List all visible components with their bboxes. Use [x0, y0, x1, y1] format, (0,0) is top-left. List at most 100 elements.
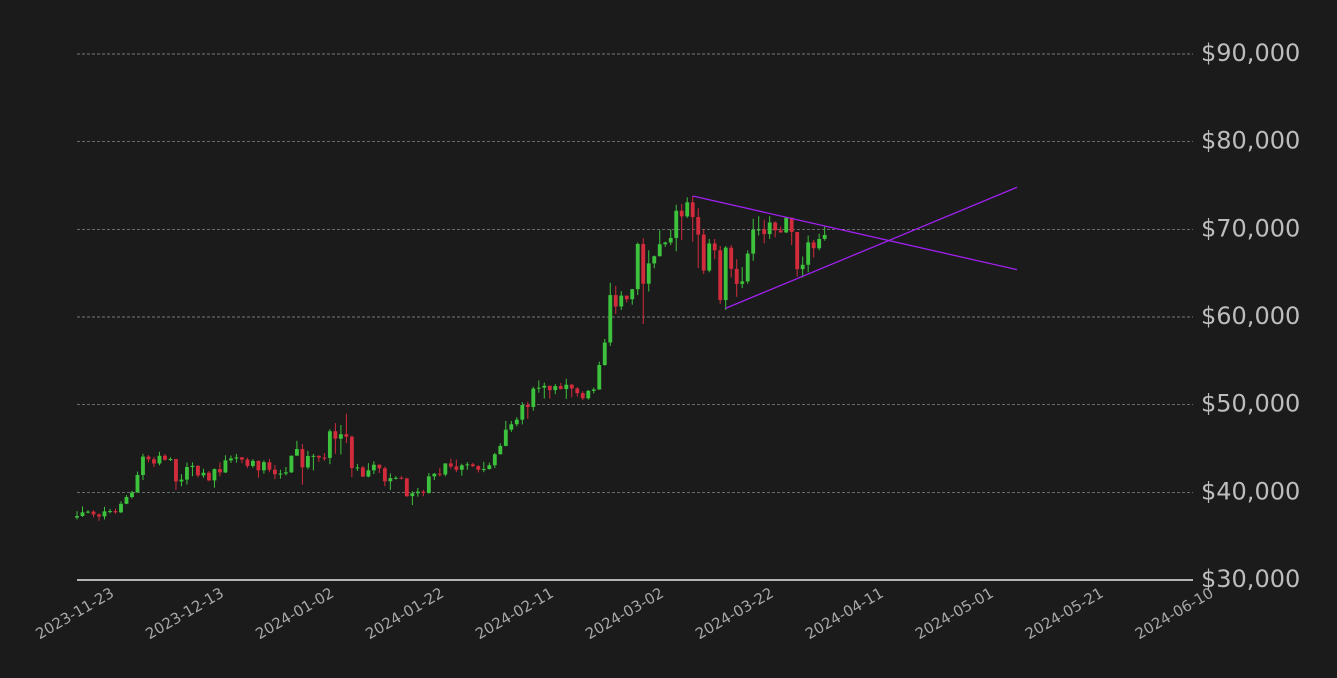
candle-body	[498, 445, 503, 455]
candle-body	[267, 462, 272, 470]
candle-body	[432, 473, 437, 477]
candle-body	[404, 478, 409, 497]
candle-body	[240, 457, 244, 460]
candle-body	[476, 466, 481, 470]
candle-body	[366, 470, 371, 477]
candle-body	[558, 386, 563, 390]
candle-body	[421, 491, 426, 493]
candle-body	[316, 455, 321, 458]
candle-body	[300, 449, 305, 468]
candle-body	[630, 289, 635, 300]
candle-body	[201, 472, 206, 476]
candle-body	[97, 514, 101, 517]
candle-body	[481, 469, 486, 471]
candle-body	[146, 456, 151, 460]
candle-body	[789, 217, 794, 232]
candle-body	[245, 459, 250, 466]
candle-body	[124, 497, 129, 504]
candle-body	[701, 234, 706, 271]
candle-body	[223, 460, 228, 473]
candle-body	[778, 230, 783, 233]
candle-body	[806, 242, 811, 265]
candle-body	[91, 511, 96, 515]
candle-body	[503, 429, 508, 446]
candle-body	[86, 511, 90, 513]
candle-body	[811, 242, 816, 249]
candle-body	[740, 281, 745, 284]
candle-body	[349, 436, 354, 468]
candle-body	[327, 431, 332, 458]
candle-body	[542, 385, 547, 388]
candle-body	[734, 268, 739, 284]
candle-body	[756, 229, 761, 231]
candle-body	[234, 457, 239, 459]
candle-body	[179, 479, 184, 482]
candle-body	[784, 217, 789, 233]
candle-body	[250, 460, 255, 466]
candle-body	[712, 243, 717, 251]
candle-body	[229, 458, 233, 461]
candle-body	[272, 469, 277, 475]
candle-body	[393, 477, 398, 479]
candle-body	[646, 263, 651, 284]
candle-body	[652, 256, 657, 264]
candle-body	[580, 393, 585, 399]
candle-body	[690, 202, 695, 218]
candle-body	[135, 474, 140, 493]
candle-body	[624, 295, 629, 300]
candle-body	[185, 466, 189, 480]
y-tick-label: $80,000	[1201, 127, 1300, 155]
candle-body	[800, 264, 805, 270]
y-tick-label: $40,000	[1201, 477, 1300, 505]
candle-body	[723, 247, 728, 301]
candle-body	[382, 468, 387, 482]
candle-body	[767, 222, 772, 235]
trend-line	[692, 195, 1018, 271]
candle-body	[130, 492, 134, 498]
candle-body	[602, 342, 607, 366]
candle-body	[773, 222, 778, 231]
candle-body	[119, 503, 123, 513]
candle-body	[729, 247, 734, 269]
candle-body	[333, 431, 338, 439]
y-tick-label: $50,000	[1201, 390, 1300, 418]
y-tick-label: $90,000	[1201, 39, 1300, 67]
candle-body	[157, 455, 162, 464]
candle-body	[547, 385, 552, 391]
candle-body	[745, 253, 750, 282]
candle-body	[415, 491, 420, 494]
candle-body	[388, 478, 393, 482]
candle-body	[586, 390, 591, 399]
candle-body	[608, 295, 613, 343]
candle-body	[635, 243, 640, 290]
candle-body	[190, 465, 195, 467]
candle-body	[668, 237, 673, 243]
candle-body	[80, 512, 85, 517]
candle-body	[470, 464, 475, 467]
candle-body	[536, 387, 541, 389]
candle-body	[338, 434, 343, 439]
candle-body	[163, 455, 167, 460]
candle-body	[196, 465, 200, 476]
candle-body	[355, 467, 360, 469]
candle-body	[152, 459, 156, 464]
y-tick-label: $30,000	[1201, 565, 1300, 593]
candle-body	[305, 455, 310, 468]
candle-body	[679, 210, 684, 217]
candle-body	[817, 238, 822, 249]
candle-body	[322, 457, 327, 459]
candle-body	[674, 210, 679, 238]
candle-body	[141, 456, 145, 475]
candle-body	[75, 516, 79, 518]
candle-body	[311, 455, 316, 457]
candle-body	[696, 217, 701, 235]
candle-body	[685, 202, 690, 217]
candle-body	[113, 511, 118, 513]
candle-body	[597, 365, 602, 390]
candle-body	[207, 472, 211, 481]
candle-body	[360, 467, 365, 477]
candle-body	[448, 463, 453, 467]
candle-body	[399, 477, 404, 479]
